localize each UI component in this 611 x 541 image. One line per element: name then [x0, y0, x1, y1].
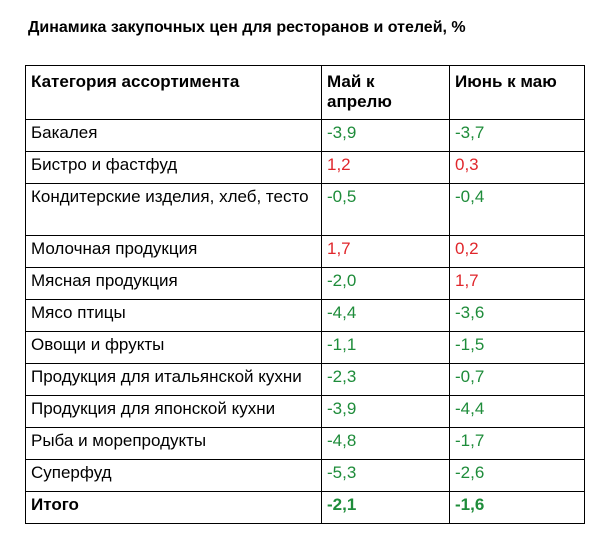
- table-title: Динамика закупочных цен для ресторанов и…: [28, 19, 466, 36]
- june-value-cell: -3,6: [449, 299, 585, 332]
- may-value-cell: -3,9: [321, 395, 450, 428]
- category-cell: Молочная продукция: [25, 235, 322, 268]
- category-cell: Продукция для японской кухни: [25, 395, 322, 428]
- may-value-cell: -0,5: [321, 183, 450, 236]
- may-value-cell: -1,1: [321, 331, 450, 364]
- price-dynamics-table: Категория ассортимента Май к апрелю Июнь…: [25, 65, 585, 524]
- june-value-cell: -2,6: [449, 459, 585, 492]
- category-cell: Продукция для итальянской кухни: [25, 363, 322, 396]
- total-may-value-cell: -2,1: [321, 491, 450, 524]
- table-row: Суперфуд -5,3 -2,6: [25, 459, 585, 492]
- may-value-cell: -5,3: [321, 459, 450, 492]
- category-cell: Бистро и фастфуд: [25, 151, 322, 184]
- june-value-cell: -1,7: [449, 427, 585, 460]
- june-value-cell: -3,7: [449, 119, 585, 152]
- may-value-cell: 1,2: [321, 151, 450, 184]
- june-value-cell: -0,7: [449, 363, 585, 396]
- june-value-cell: 0,3: [449, 151, 585, 184]
- category-cell: Мясо птицы: [25, 299, 322, 332]
- june-value-cell: 0,2: [449, 235, 585, 268]
- category-cell: Мясная продукция: [25, 267, 322, 300]
- header-june: Июнь к маю: [449, 65, 585, 120]
- may-value-cell: -2,0: [321, 267, 450, 300]
- table-row: Овощи и фрукты -1,1 -1,5: [25, 331, 585, 364]
- table-row: Продукция для итальянской кухни -2,3 -0,…: [25, 363, 585, 396]
- total-row: Итого -2,1 -1,6: [25, 491, 585, 524]
- category-cell: Суперфуд: [25, 459, 322, 492]
- table-row: Кондитерские изделия, хлеб, тесто -0,5 -…: [25, 183, 585, 236]
- category-cell: Овощи и фрукты: [25, 331, 322, 364]
- category-cell: Бакалея: [25, 119, 322, 152]
- table-row: Молочная продукция 1,7 0,2: [25, 235, 585, 268]
- table-row: Бакалея -3,9 -3,7: [25, 119, 585, 152]
- category-cell: Рыба и морепродукты: [25, 427, 322, 460]
- total-label-cell: Итого: [25, 491, 322, 524]
- table-row: Мясная продукция -2,0 1,7: [25, 267, 585, 300]
- category-cell: Кондитерские изделия, хлеб, тесто: [25, 183, 322, 236]
- table-row: Рыба и морепродукты -4,8 -1,7: [25, 427, 585, 460]
- header-row: Категория ассортимента Май к апрелю Июнь…: [25, 65, 585, 120]
- may-value-cell: -4,4: [321, 299, 450, 332]
- header-category: Категория ассортимента: [25, 65, 322, 120]
- may-value-cell: 1,7: [321, 235, 450, 268]
- may-value-cell: -3,9: [321, 119, 450, 152]
- june-value-cell: -1,5: [449, 331, 585, 364]
- total-june-value-cell: -1,6: [449, 491, 585, 524]
- june-value-cell: -4,4: [449, 395, 585, 428]
- table-row: Мясо птицы -4,4 -3,6: [25, 299, 585, 332]
- may-value-cell: -4,8: [321, 427, 450, 460]
- table-row: Бистро и фастфуд 1,2 0,3: [25, 151, 585, 184]
- june-value-cell: 1,7: [449, 267, 585, 300]
- table-row: Продукция для японской кухни -3,9 -4,4: [25, 395, 585, 428]
- june-value-cell: -0,4: [449, 183, 585, 236]
- header-may: Май к апрелю: [321, 65, 450, 120]
- may-value-cell: -2,3: [321, 363, 450, 396]
